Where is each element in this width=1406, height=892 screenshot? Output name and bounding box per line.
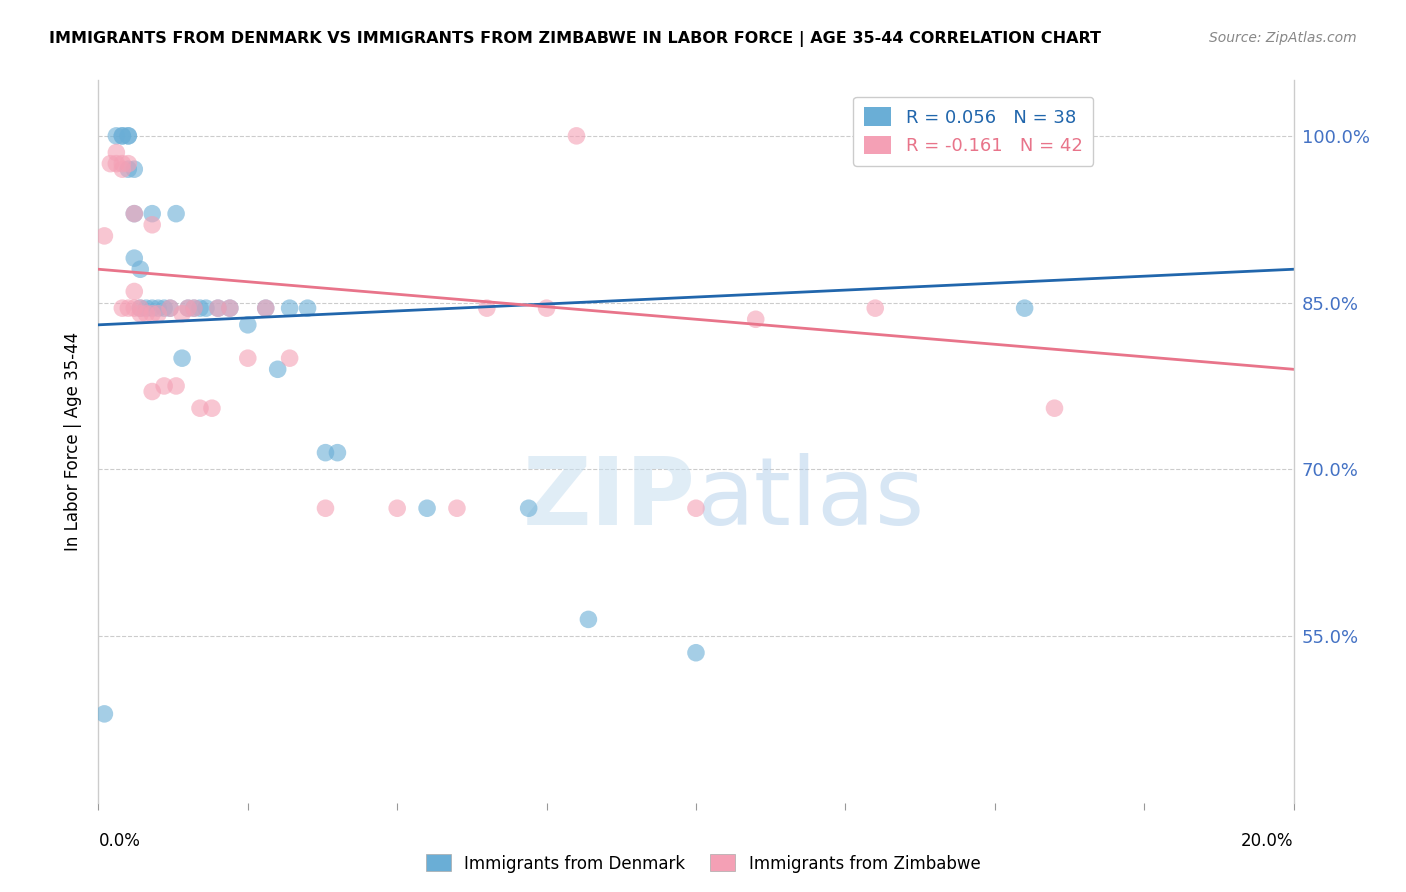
Text: 20.0%: 20.0% — [1241, 831, 1294, 850]
Point — [129, 301, 152, 315]
Point — [148, 301, 170, 315]
Point — [201, 401, 224, 416]
Point — [177, 301, 200, 315]
Point — [129, 301, 152, 315]
Point — [236, 318, 259, 332]
Point — [207, 301, 229, 315]
Point — [148, 307, 170, 321]
Point — [124, 162, 146, 177]
Text: atlas: atlas — [696, 453, 924, 545]
Point — [183, 301, 205, 315]
Point — [416, 501, 439, 516]
Point — [172, 351, 194, 366]
Point — [141, 307, 163, 321]
Point — [129, 262, 152, 277]
Point — [195, 301, 218, 315]
Point — [236, 351, 259, 366]
Text: IMMIGRANTS FROM DENMARK VS IMMIGRANTS FROM ZIMBABWE IN LABOR FORCE | AGE 35-44 C: IMMIGRANTS FROM DENMARK VS IMMIGRANTS FR… — [49, 31, 1101, 47]
Point — [315, 445, 337, 459]
Point — [135, 301, 157, 315]
Point — [117, 128, 139, 143]
Point — [865, 301, 887, 315]
Point — [124, 301, 146, 315]
Point — [267, 362, 290, 376]
Point — [475, 301, 498, 315]
Point — [165, 379, 187, 393]
Point — [159, 301, 181, 315]
Point — [111, 156, 134, 170]
Point — [124, 207, 146, 221]
Point — [105, 145, 128, 160]
Point — [105, 156, 128, 170]
Point — [117, 162, 139, 177]
Point — [745, 312, 768, 326]
Point — [278, 351, 301, 366]
Point — [117, 128, 139, 143]
Point — [117, 156, 139, 170]
Point — [254, 301, 277, 315]
Point — [177, 301, 200, 315]
Point — [207, 301, 229, 315]
Point — [111, 162, 134, 177]
Point — [98, 156, 122, 170]
Point — [1014, 301, 1036, 315]
Legend: Immigrants from Denmark, Immigrants from Zimbabwe: Immigrants from Denmark, Immigrants from… — [419, 847, 987, 880]
Point — [517, 501, 540, 516]
Point — [685, 646, 707, 660]
Y-axis label: In Labor Force | Age 35-44: In Labor Force | Age 35-44 — [65, 332, 83, 551]
Point — [446, 501, 468, 516]
Point — [219, 301, 242, 315]
Point — [188, 401, 211, 416]
Point — [141, 207, 163, 221]
Point — [153, 301, 176, 315]
Point — [278, 301, 301, 315]
Point — [565, 128, 588, 143]
Text: ZIP: ZIP — [523, 453, 696, 545]
Point — [326, 445, 349, 459]
Point — [111, 301, 134, 315]
Point — [297, 301, 319, 315]
Point — [315, 501, 337, 516]
Point — [124, 207, 146, 221]
Point — [385, 501, 409, 516]
Point — [172, 307, 194, 321]
Point — [1043, 401, 1066, 416]
Legend: R = 0.056   N = 38, R = -0.161   N = 42: R = 0.056 N = 38, R = -0.161 N = 42 — [853, 96, 1094, 166]
Point — [111, 128, 134, 143]
Text: 0.0%: 0.0% — [98, 831, 141, 850]
Point — [153, 379, 176, 393]
Point — [105, 128, 128, 143]
Point — [117, 301, 139, 315]
Point — [536, 301, 558, 315]
Point — [141, 301, 163, 315]
Point — [159, 301, 181, 315]
Point — [141, 384, 163, 399]
Point — [219, 301, 242, 315]
Point — [124, 285, 146, 299]
Text: Source: ZipAtlas.com: Source: ZipAtlas.com — [1209, 31, 1357, 45]
Point — [111, 128, 134, 143]
Point — [135, 307, 157, 321]
Point — [188, 301, 211, 315]
Point — [254, 301, 277, 315]
Point — [141, 218, 163, 232]
Point — [183, 301, 205, 315]
Point — [129, 307, 152, 321]
Point — [124, 251, 146, 265]
Point — [685, 501, 707, 516]
Point — [93, 706, 115, 721]
Point — [578, 612, 600, 626]
Point — [93, 228, 115, 243]
Point — [165, 207, 187, 221]
